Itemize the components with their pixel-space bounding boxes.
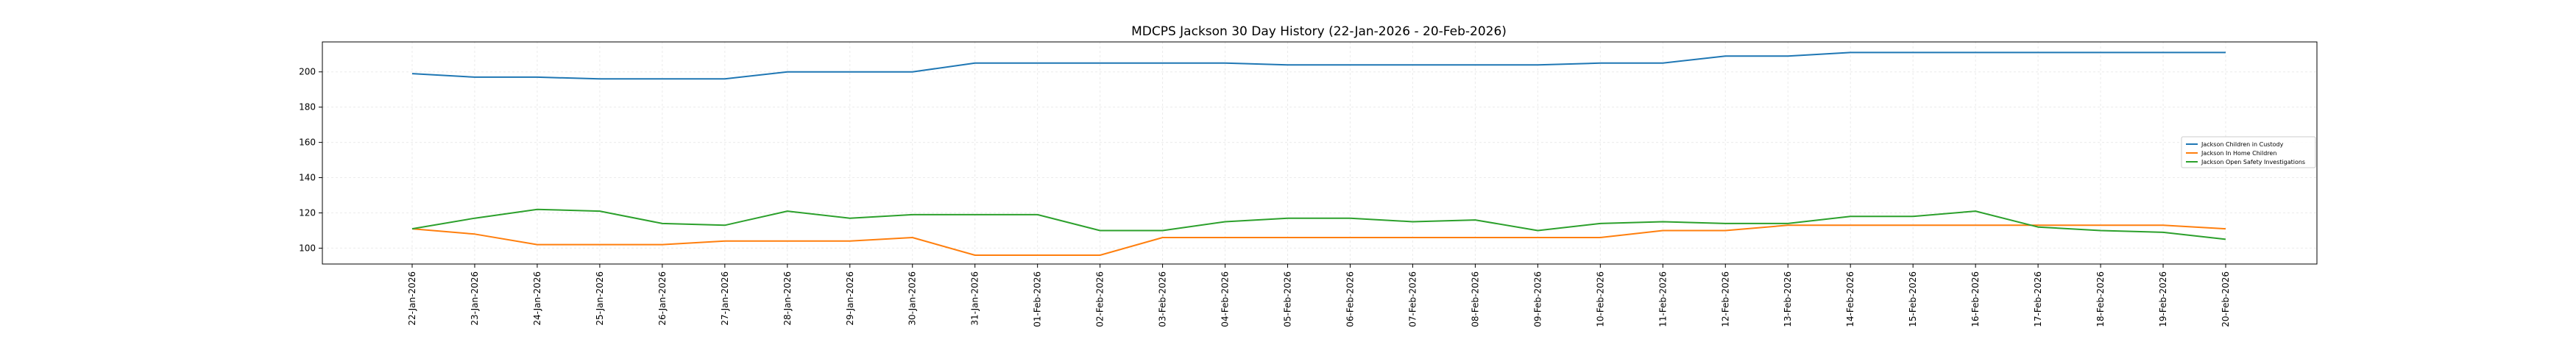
series-lines bbox=[411, 51, 2226, 256]
x-tick-label: 17-Feb-2026 bbox=[2033, 271, 2043, 327]
y-tick-label: 120 bbox=[299, 207, 316, 218]
x-tick-label: 30-Jan-2026 bbox=[907, 271, 918, 326]
y-tick-label: 180 bbox=[299, 102, 316, 113]
x-tick-label: 31-Jan-2026 bbox=[970, 271, 980, 326]
series-line-1 bbox=[411, 51, 2226, 80]
x-tick-label: 04-Feb-2026 bbox=[1220, 271, 1231, 327]
x-tick-label: 27-Jan-2026 bbox=[720, 271, 730, 326]
x-tick-label: 23-Jan-2026 bbox=[470, 271, 480, 326]
series-line-3 bbox=[411, 208, 2226, 240]
x-tick-label: 18-Feb-2026 bbox=[2095, 271, 2106, 327]
y-tick-label: 200 bbox=[299, 67, 316, 77]
x-tick-label: 16-Feb-2026 bbox=[1970, 271, 1981, 327]
x-tick-label: 06-Feb-2026 bbox=[1345, 271, 1355, 327]
chart-title: MDCPS Jackson 30 Day History (22-Jan-202… bbox=[1131, 24, 1507, 39]
x-tick-label: 08-Feb-2026 bbox=[1470, 271, 1480, 327]
x-tick-label: 12-Feb-2026 bbox=[1720, 271, 1730, 327]
x-tick-label: 13-Feb-2026 bbox=[1783, 271, 1793, 327]
legend: Jackson Children in Custody Jackson In Ho… bbox=[2181, 136, 2316, 168]
legend-label-1: Jackson Children in Custody bbox=[2201, 141, 2284, 148]
x-tick-label: 22-Jan-2026 bbox=[407, 271, 417, 326]
x-tick-label: 28-Jan-2026 bbox=[782, 271, 793, 326]
x-tick-label: 07-Feb-2026 bbox=[1407, 271, 1418, 327]
x-tick-label: 11-Feb-2026 bbox=[1657, 271, 1668, 327]
x-tick-label: 19-Feb-2026 bbox=[2158, 271, 2168, 327]
y-axis: 100 120 140 160 180 200 bbox=[299, 67, 322, 253]
x-tick-label: 20-Feb-2026 bbox=[2221, 271, 2231, 327]
legend-label-3: Jackson Open Safety Investigations bbox=[2201, 159, 2305, 165]
x-tick-label: 25-Jan-2026 bbox=[595, 271, 605, 326]
grid bbox=[322, 42, 2317, 264]
y-tick-label: 100 bbox=[299, 243, 316, 253]
series-line-2 bbox=[411, 224, 2226, 256]
legend-label-2: Jackson In Home Children bbox=[2201, 150, 2276, 157]
x-axis: 22-Jan-2026 23-Jan-2026 24-Jan-2026 25-Jan-… bbox=[407, 264, 2231, 327]
y-tick-label: 160 bbox=[299, 138, 316, 148]
plot-frame bbox=[322, 41, 2318, 265]
x-tick-label: 03-Feb-2026 bbox=[1158, 271, 1168, 327]
x-tick-label: 29-Jan-2026 bbox=[845, 271, 855, 326]
x-tick-label: 09-Feb-2026 bbox=[1532, 271, 1543, 327]
x-tick-label: 26-Jan-2026 bbox=[657, 271, 668, 326]
x-tick-label: 24-Jan-2026 bbox=[532, 271, 542, 326]
x-tick-label: 01-Feb-2026 bbox=[1033, 271, 1043, 327]
x-tick-label: 02-Feb-2026 bbox=[1095, 271, 1105, 327]
x-tick-label: 14-Feb-2026 bbox=[1845, 271, 1855, 327]
legend-box bbox=[2181, 136, 2316, 168]
x-tick-label: 15-Feb-2026 bbox=[1908, 271, 1918, 327]
x-tick-label: 05-Feb-2026 bbox=[1283, 271, 1293, 327]
x-tick-label: 10-Feb-2026 bbox=[1595, 271, 1605, 327]
y-tick-label: 140 bbox=[299, 173, 316, 183]
